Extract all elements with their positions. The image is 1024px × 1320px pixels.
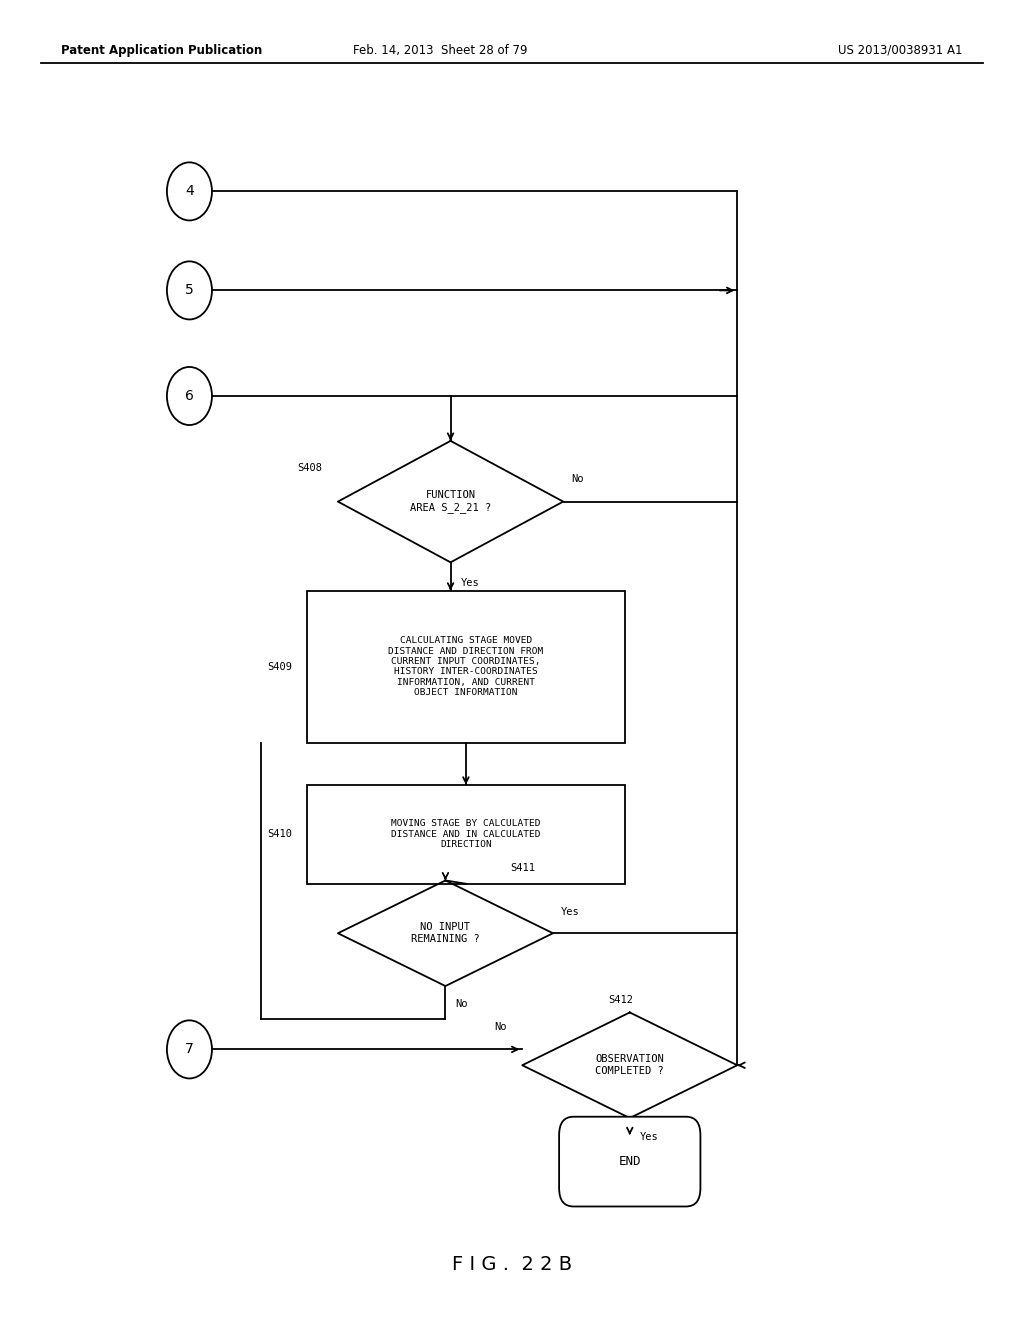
Circle shape bbox=[167, 367, 212, 425]
Text: S411: S411 bbox=[510, 862, 535, 873]
Circle shape bbox=[167, 162, 212, 220]
Text: US 2013/0038931 A1: US 2013/0038931 A1 bbox=[838, 44, 963, 57]
Bar bbox=[307, 591, 625, 742]
Text: FUNCTION
AREA S_2_21 ?: FUNCTION AREA S_2_21 ? bbox=[410, 490, 492, 513]
Text: OBSERVATION
COMPLETED ?: OBSERVATION COMPLETED ? bbox=[595, 1055, 665, 1076]
Text: 7: 7 bbox=[185, 1043, 194, 1056]
Text: MOVING STAGE BY CALCULATED
DISTANCE AND IN CALCULATED
DIRECTION: MOVING STAGE BY CALCULATED DISTANCE AND … bbox=[391, 820, 541, 849]
Text: S412: S412 bbox=[608, 994, 633, 1005]
FancyBboxPatch shape bbox=[559, 1117, 700, 1206]
Text: Yes: Yes bbox=[561, 907, 580, 917]
Text: Feb. 14, 2013  Sheet 28 of 79: Feb. 14, 2013 Sheet 28 of 79 bbox=[353, 44, 527, 57]
Text: No: No bbox=[571, 474, 584, 484]
Text: 6: 6 bbox=[185, 389, 194, 403]
Text: No: No bbox=[495, 1022, 507, 1032]
Text: S410: S410 bbox=[267, 829, 292, 840]
Bar bbox=[307, 784, 625, 884]
Text: Yes: Yes bbox=[640, 1131, 658, 1142]
Text: Patent Application Publication: Patent Application Publication bbox=[61, 44, 263, 57]
Text: Yes: Yes bbox=[461, 578, 479, 589]
Text: No: No bbox=[456, 999, 468, 1010]
Text: NO INPUT
REMAINING ?: NO INPUT REMAINING ? bbox=[411, 923, 480, 944]
Text: S408: S408 bbox=[298, 462, 323, 473]
Circle shape bbox=[167, 1020, 212, 1078]
Text: F I G .  2 2 B: F I G . 2 2 B bbox=[452, 1255, 572, 1274]
Text: 4: 4 bbox=[185, 185, 194, 198]
Circle shape bbox=[167, 261, 212, 319]
Text: CALCULATING STAGE MOVED
DISTANCE AND DIRECTION FROM
CURRENT INPUT COORDINATES,
H: CALCULATING STAGE MOVED DISTANCE AND DIR… bbox=[388, 636, 544, 697]
Text: 5: 5 bbox=[185, 284, 194, 297]
Text: S409: S409 bbox=[267, 661, 292, 672]
Text: END: END bbox=[618, 1155, 641, 1168]
